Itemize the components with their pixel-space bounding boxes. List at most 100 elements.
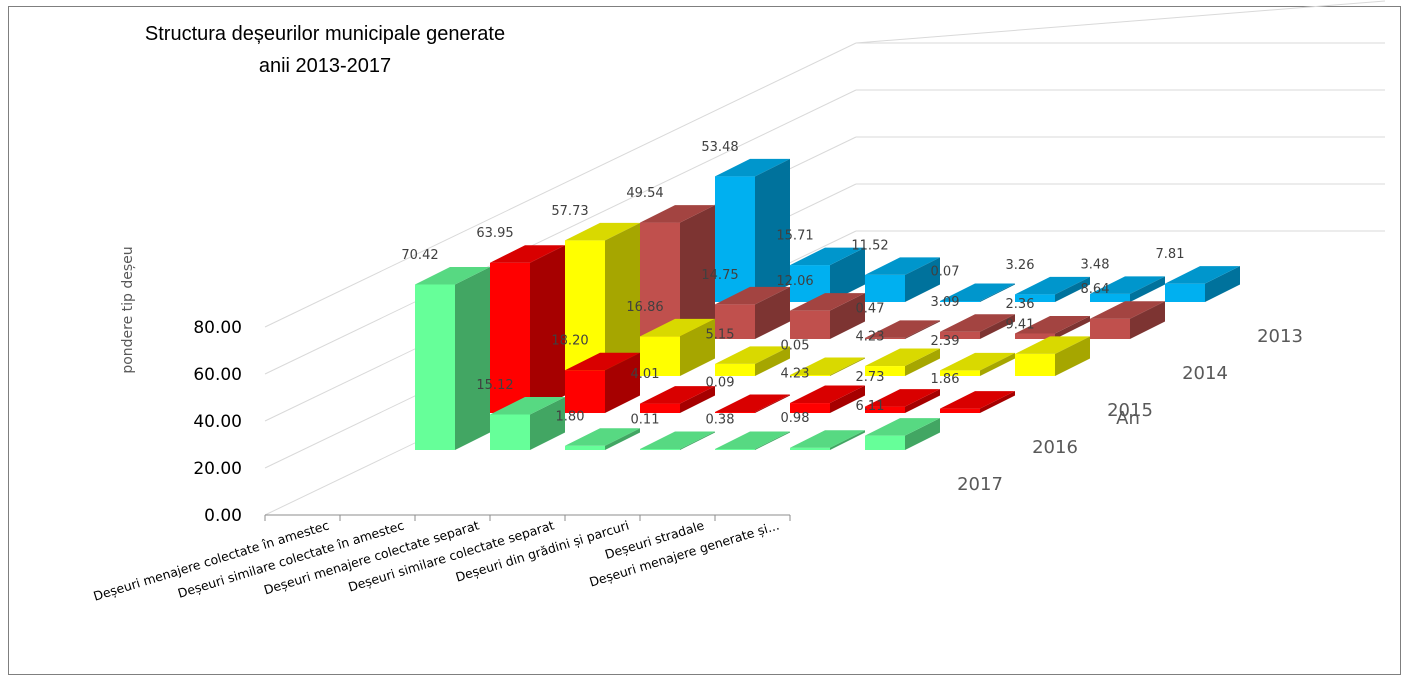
data-label: 0.38 xyxy=(706,413,735,428)
bar xyxy=(490,396,565,450)
data-label: 3.09 xyxy=(931,295,960,310)
bar-front xyxy=(865,366,905,376)
series-label: 2017 xyxy=(957,474,1003,495)
bar-top xyxy=(715,346,790,364)
bar-top xyxy=(640,386,715,404)
bar-top xyxy=(565,222,640,241)
bar-front xyxy=(640,336,680,376)
bar-front xyxy=(565,370,605,413)
bar-top xyxy=(490,396,565,415)
bar-top xyxy=(790,293,865,311)
bar-side xyxy=(830,430,865,450)
bar-front xyxy=(415,284,455,450)
data-label: 8.64 xyxy=(1081,282,1110,297)
bar-top xyxy=(1015,336,1090,354)
data-label: 53.48 xyxy=(701,140,738,155)
bar-front xyxy=(790,310,830,339)
bar xyxy=(865,348,940,376)
data-label: 15.71 xyxy=(776,229,813,244)
bar-side xyxy=(1130,301,1165,339)
bar-front xyxy=(865,406,905,413)
data-label: 9.41 xyxy=(1006,317,1035,332)
data-label: 0.07 xyxy=(931,265,960,280)
bar-front xyxy=(865,435,905,450)
bar-front xyxy=(790,375,830,376)
y-tick-label: 60.00 xyxy=(193,365,242,385)
series-label: 2013 xyxy=(1257,326,1303,347)
bar-top xyxy=(790,430,865,448)
bar xyxy=(565,428,640,450)
bar xyxy=(790,430,865,450)
bar xyxy=(715,286,790,339)
data-label: 4.23 xyxy=(781,367,810,382)
data-label: 2.39 xyxy=(931,334,960,349)
bar-front xyxy=(490,414,530,450)
bar-front xyxy=(715,363,755,376)
depth-axis-label: An xyxy=(1116,408,1140,429)
data-label: 0.11 xyxy=(631,413,660,428)
bar-top xyxy=(1015,315,1090,334)
y-tick-label: 0.00 xyxy=(204,506,242,526)
bar-side xyxy=(830,357,865,376)
y-tick-label: 40.00 xyxy=(193,412,242,432)
bar-top xyxy=(715,286,790,305)
bar-side xyxy=(1130,276,1165,302)
bar xyxy=(715,431,790,450)
bar-front xyxy=(940,301,980,302)
bar-side xyxy=(605,352,640,413)
bar-front xyxy=(940,408,980,413)
chart-subtitle: anii 2013-2017 xyxy=(259,55,391,77)
bar-front xyxy=(1090,293,1130,302)
bar xyxy=(640,431,715,450)
gridline xyxy=(264,89,857,375)
chart-title: Structura deșeurilor municipale generate xyxy=(145,23,505,45)
bar-top xyxy=(1165,266,1240,284)
bar-side xyxy=(680,205,715,339)
bar xyxy=(940,391,1015,413)
data-label: 0.98 xyxy=(781,411,810,426)
bar-top xyxy=(1015,276,1090,295)
data-label: 70.42 xyxy=(401,248,438,263)
data-label: 63.95 xyxy=(476,226,513,241)
bar xyxy=(940,314,1015,339)
data-label: 2.73 xyxy=(856,370,885,385)
bar xyxy=(1165,266,1240,302)
bar xyxy=(865,418,940,450)
bar-top xyxy=(865,257,940,275)
gridline xyxy=(264,42,857,328)
bar-top xyxy=(940,391,1015,409)
data-label: 11.52 xyxy=(851,238,888,253)
data-label: 0.47 xyxy=(856,301,885,316)
data-label: 1.86 xyxy=(931,372,960,387)
data-label: 57.73 xyxy=(551,204,588,219)
bar-side xyxy=(1205,266,1240,302)
bar xyxy=(490,245,565,413)
bar-side xyxy=(1055,276,1090,302)
bar xyxy=(940,352,1015,376)
bar-side xyxy=(455,267,490,450)
series-label: 2015 xyxy=(1107,400,1153,421)
bar-side xyxy=(755,431,790,450)
bar xyxy=(865,389,940,413)
bar xyxy=(715,158,790,302)
bar xyxy=(1090,276,1165,302)
bar-front xyxy=(715,412,755,413)
bar-front xyxy=(715,449,755,450)
bar-side xyxy=(755,158,790,302)
bar-side xyxy=(755,394,790,413)
bar-front xyxy=(865,337,905,339)
bar-front xyxy=(490,262,530,413)
bar-top xyxy=(940,283,1015,301)
bar xyxy=(565,352,640,413)
bar-front xyxy=(715,176,755,302)
bar-side xyxy=(605,222,640,376)
gridline xyxy=(855,0,1386,44)
bar xyxy=(790,385,865,413)
bar xyxy=(1090,301,1165,339)
bar xyxy=(640,318,715,376)
data-label: 4.01 xyxy=(631,367,660,382)
bar-side xyxy=(905,389,940,413)
bar-side xyxy=(980,391,1015,413)
bar xyxy=(1015,276,1090,302)
